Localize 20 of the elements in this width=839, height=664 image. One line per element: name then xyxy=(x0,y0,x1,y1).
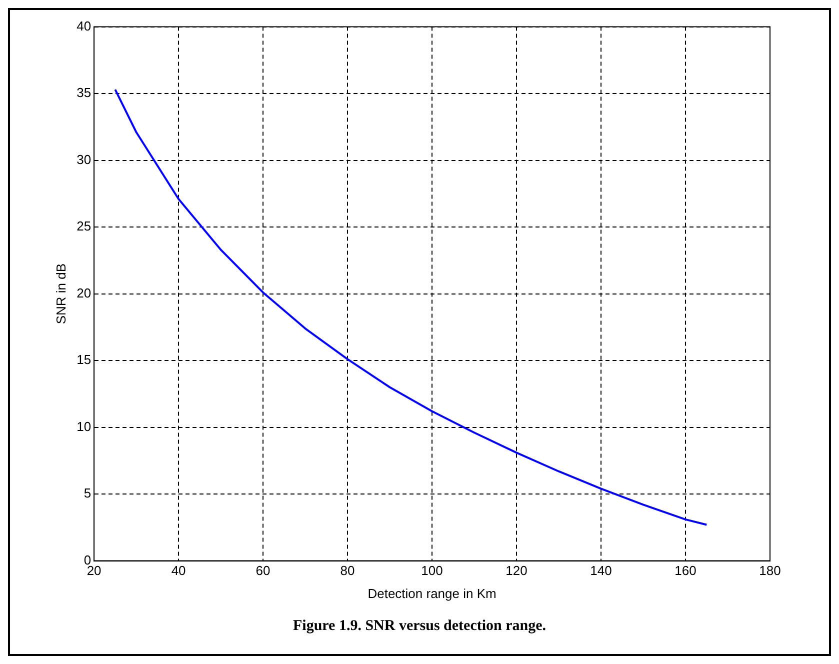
y-tick-label: 15 xyxy=(76,352,92,368)
x-tick-label: 140 xyxy=(590,563,612,578)
y-axis-title: SNR in dB xyxy=(53,263,68,324)
y-tick-label: 30 xyxy=(76,152,92,167)
x-tick-label: 60 xyxy=(256,563,270,578)
x-tick-label: 40 xyxy=(171,563,186,578)
y-tick-label: 10 xyxy=(76,418,92,434)
caption: Figure 1.9. SNR versus detection range. xyxy=(292,618,548,635)
y-tick-label: 0 xyxy=(84,552,92,568)
x-axis-title: Detection range in Km xyxy=(368,586,496,601)
y-tick-label: 5 xyxy=(84,486,92,501)
x-tick-label: 100 xyxy=(421,563,443,578)
x-tick-label: 120 xyxy=(506,563,528,578)
x-tick-label: 80 xyxy=(340,563,355,578)
x-tick-label: 160 xyxy=(674,563,696,578)
y-tick-label: 40 xyxy=(76,18,92,34)
y-tick-label: 25 xyxy=(76,218,92,234)
y-tick-label: 35 xyxy=(76,85,92,100)
y-tick-label: 20 xyxy=(76,285,92,300)
x-tick-label: 180 xyxy=(759,563,781,578)
